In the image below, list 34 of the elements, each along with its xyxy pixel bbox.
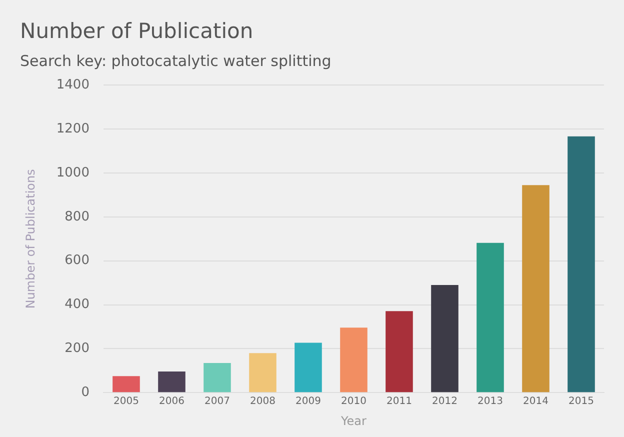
x-tick-label: 2008 xyxy=(250,396,276,408)
x-tick-label: 2012 xyxy=(432,396,458,408)
bar xyxy=(204,362,231,392)
x-tick-label: 2005 xyxy=(114,396,139,408)
x-tick-label: 2007 xyxy=(204,396,230,408)
y-axis-title: Number of Publications xyxy=(23,169,38,309)
chart-subtitle: Search key: photocatalytic water splitting xyxy=(20,52,332,70)
x-tick-label: 2015 xyxy=(568,396,594,408)
x-tick-label: 2013 xyxy=(478,396,503,408)
bar xyxy=(476,242,504,392)
chart-title: Number of Publication xyxy=(20,19,254,44)
y-tick-label: 1000 xyxy=(56,165,90,180)
y-tick-label: 0 xyxy=(81,384,90,400)
bar xyxy=(112,376,140,392)
x-tick-label: 2014 xyxy=(523,396,548,408)
bar xyxy=(431,285,458,392)
bar xyxy=(568,136,595,392)
bar xyxy=(386,311,413,392)
bar xyxy=(294,342,322,392)
bar xyxy=(158,372,186,392)
x-tick-label: 2010 xyxy=(341,396,366,408)
y-tick-label: 1200 xyxy=(56,121,90,136)
y-tick-label: 400 xyxy=(64,297,90,312)
y-tick-label: 600 xyxy=(64,253,90,268)
y-tick-label: 200 xyxy=(64,341,90,356)
x-axis-title: Year xyxy=(340,414,367,428)
y-tick-label: 1400 xyxy=(56,78,90,93)
bar xyxy=(522,185,550,392)
x-tick-label: 2009 xyxy=(296,396,321,408)
y-tick-label: 800 xyxy=(64,209,90,224)
x-tick-label: 2011 xyxy=(386,396,412,408)
x-tick-label: 2006 xyxy=(159,396,184,408)
bar xyxy=(249,353,276,392)
bar xyxy=(340,328,368,392)
